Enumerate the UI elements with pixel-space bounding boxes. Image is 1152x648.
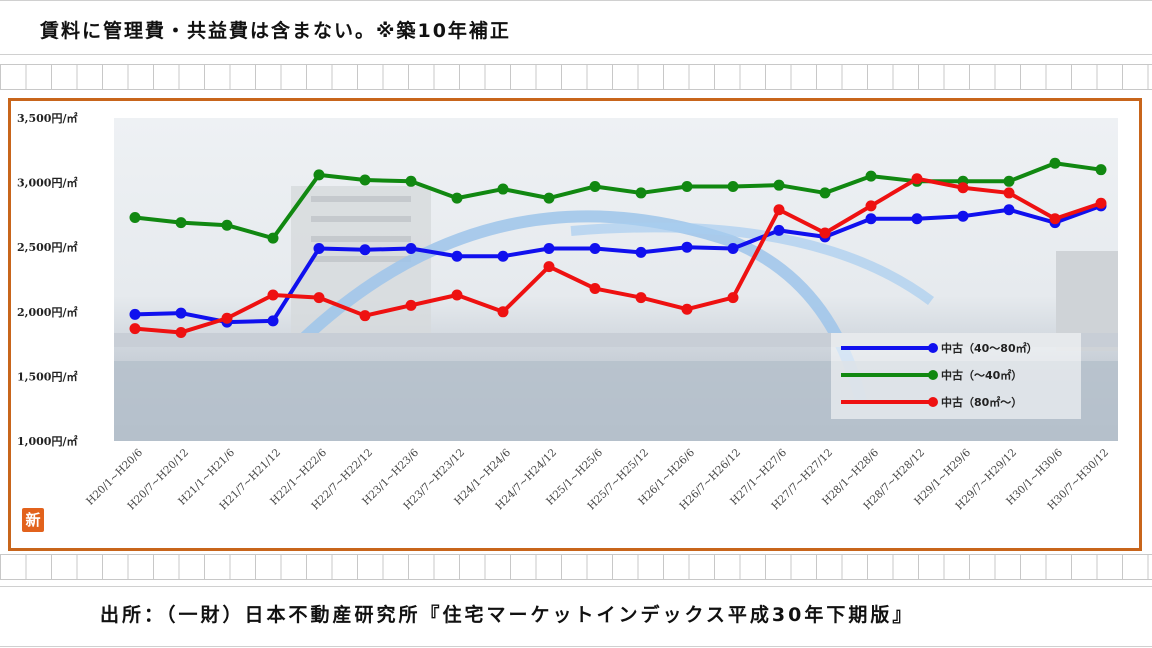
series-1-point bbox=[313, 169, 325, 181]
series-2-point bbox=[957, 182, 969, 194]
series-2-point bbox=[589, 283, 601, 295]
series-0-point bbox=[911, 213, 923, 225]
series-2-point bbox=[865, 200, 877, 212]
sheet-line bbox=[0, 54, 1152, 55]
y-axis: 1,000円/㎡ 1,500円/㎡ 2,000円/㎡ 2,500円/㎡ 3,000円/㎡… bbox=[17, 111, 77, 448]
y-tick-label: 1,000円/㎡ bbox=[17, 434, 77, 448]
series-0-point bbox=[405, 242, 417, 254]
series-line-0 bbox=[134, 203, 1102, 325]
series-2-point bbox=[819, 227, 831, 239]
legend-label: 中古（80㎡～） bbox=[941, 395, 1022, 409]
legend-marker bbox=[928, 370, 938, 380]
series-0-point bbox=[589, 242, 601, 254]
series-0-point bbox=[359, 244, 371, 256]
series-1-point bbox=[635, 187, 647, 199]
rent-note: 賃料に管理費・共益費は含まない。※築10年補正 bbox=[40, 20, 511, 42]
series-0-point bbox=[681, 241, 693, 253]
series-2-point bbox=[221, 312, 233, 324]
series-1-point bbox=[819, 187, 831, 199]
y-tick-label: 1,500円/㎡ bbox=[17, 369, 77, 383]
series-2-point bbox=[727, 292, 739, 304]
series-0-point bbox=[1003, 204, 1015, 216]
series-1-point bbox=[681, 180, 693, 192]
series-1-point bbox=[221, 219, 233, 231]
series-2-point bbox=[543, 261, 555, 273]
series-1-point bbox=[1003, 175, 1015, 187]
series-1-point bbox=[359, 174, 371, 186]
y-tick-label: 2,000円/㎡ bbox=[17, 305, 77, 319]
series-2-point bbox=[451, 289, 463, 301]
series-1-point bbox=[773, 179, 785, 191]
series-2-point bbox=[175, 326, 187, 338]
series-0-point bbox=[313, 242, 325, 254]
series-line-2 bbox=[134, 176, 1102, 335]
series-2-point bbox=[359, 310, 371, 322]
series-2-point bbox=[635, 292, 647, 304]
series-0-point bbox=[129, 308, 141, 320]
series-1-point bbox=[129, 211, 141, 223]
series-2-point bbox=[681, 303, 693, 315]
series-0-point bbox=[497, 250, 509, 262]
series-0-point bbox=[267, 315, 279, 327]
series-1-point bbox=[1049, 157, 1061, 169]
sheet-grid-top bbox=[0, 64, 1152, 90]
series-2-point bbox=[773, 204, 785, 216]
series-2-point bbox=[911, 173, 923, 185]
series-1-point bbox=[727, 180, 739, 192]
y-tick-label: 3,500円/㎡ bbox=[17, 111, 77, 125]
series-1-point bbox=[497, 183, 509, 195]
series-1-point bbox=[405, 175, 417, 187]
sheet-grid-bottom bbox=[0, 554, 1152, 580]
series-2-point bbox=[313, 292, 325, 304]
series-1-point bbox=[865, 170, 877, 182]
y-tick-label: 2,500円/㎡ bbox=[17, 240, 77, 254]
series-1-point bbox=[589, 180, 601, 192]
new-badge: 新 bbox=[22, 508, 44, 532]
line-chart: 1,000円/㎡ 1,500円/㎡ 2,000円/㎡ 2,500円/㎡ 3,000円/㎡… bbox=[17, 111, 1118, 512]
legend: 中古（40～80㎡） 中古（～40㎡） 中古（80㎡～） bbox=[831, 333, 1081, 419]
series-0-point bbox=[865, 213, 877, 225]
series-0-point bbox=[451, 250, 463, 262]
series-1-point bbox=[451, 192, 463, 204]
sheet-line bbox=[0, 646, 1152, 647]
legend-marker bbox=[928, 397, 938, 407]
series-1-point bbox=[175, 217, 187, 229]
legend-label: 中古（～40㎡） bbox=[941, 368, 1022, 382]
series-2-point bbox=[497, 306, 509, 318]
sheet-line bbox=[0, 586, 1152, 587]
series-2-point bbox=[405, 299, 417, 311]
series-0-point bbox=[635, 246, 647, 258]
series-0-point bbox=[175, 307, 187, 319]
series-2-point bbox=[267, 289, 279, 301]
plot-area bbox=[129, 157, 1107, 338]
series-2-point bbox=[1049, 213, 1061, 225]
series-0-point bbox=[543, 242, 555, 254]
chart-frame: 1,000円/㎡ 1,500円/㎡ 2,000円/㎡ 2,500円/㎡ 3,000円/㎡… bbox=[8, 98, 1142, 551]
legend-label: 中古（40～80㎡） bbox=[941, 341, 1038, 355]
series-0-point bbox=[957, 210, 969, 222]
series-1-point bbox=[543, 192, 555, 204]
series-2-point bbox=[129, 323, 141, 335]
series-0-point bbox=[727, 242, 739, 254]
series-0-point bbox=[773, 224, 785, 236]
series-1-point bbox=[267, 232, 279, 244]
x-axis: H20/1~H20/6H20/7~H20/12H21/1~H21/6H21/7~… bbox=[84, 446, 1111, 512]
series-1-point bbox=[1095, 164, 1107, 176]
series-2-point bbox=[1003, 187, 1015, 199]
sheet-line-top bbox=[0, 0, 1152, 1]
source-citation: 出所：（一財）日本不動産研究所『住宅マーケットインデックス平成30年下期版』 bbox=[100, 604, 915, 626]
y-tick-label: 3,000円/㎡ bbox=[17, 176, 77, 190]
legend-marker bbox=[928, 343, 938, 353]
series-2-point bbox=[1095, 197, 1107, 209]
